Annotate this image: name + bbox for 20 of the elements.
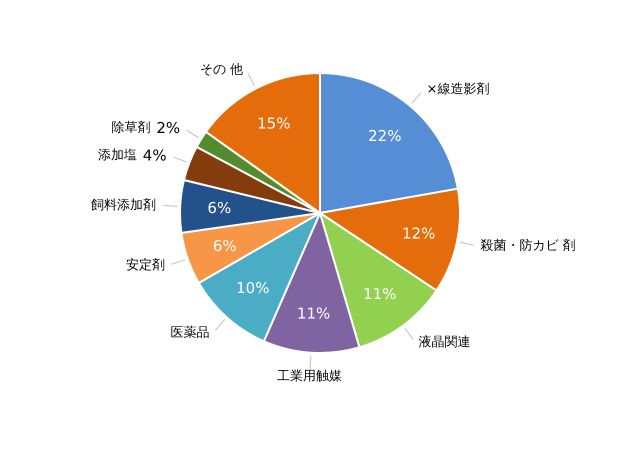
slice-label: 安定剤 xyxy=(126,257,165,274)
data-label: 6% xyxy=(212,236,237,255)
data-label: 10% xyxy=(236,279,270,298)
slice-label: 飼料添加剤 xyxy=(91,198,156,213)
data-label: 22% xyxy=(368,126,402,145)
slice-label: 医薬品 xyxy=(170,325,210,340)
slice-label: 添加塩 xyxy=(98,148,137,164)
slice-label: ×線造影剤 xyxy=(426,82,490,98)
slice-label: 工業用触媒 xyxy=(277,368,342,384)
data-label: 4% xyxy=(142,146,167,165)
slice-label: その 他 xyxy=(200,62,244,78)
slice-label: 液晶関連 xyxy=(418,335,470,350)
data-label: 15% xyxy=(257,114,290,132)
data-label: 12% xyxy=(402,224,436,243)
data-label: 11% xyxy=(296,304,330,323)
data-label: 2% xyxy=(156,119,180,138)
slice-label: 除草剤 xyxy=(111,120,150,136)
data-label: 6% xyxy=(207,199,232,218)
data-label: 11% xyxy=(363,285,396,304)
slice-label: 殺菌・防カビ 剤 xyxy=(480,238,576,254)
